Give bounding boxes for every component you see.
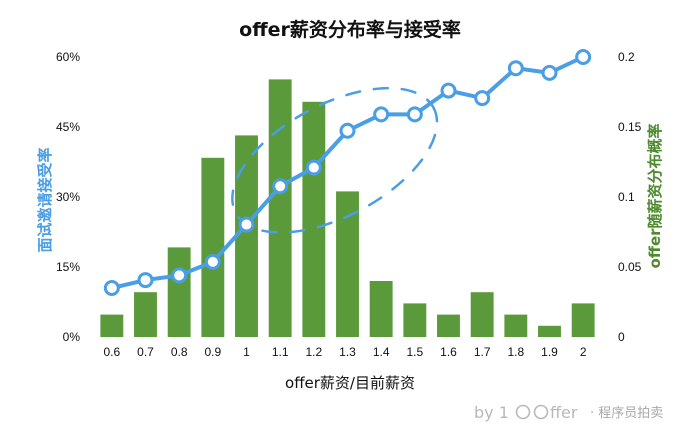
y-left-tick-label: 0% bbox=[63, 330, 81, 344]
line-point-1.3 bbox=[339, 122, 356, 139]
annotation-ellipse bbox=[231, 86, 439, 234]
line-point-1 bbox=[238, 216, 255, 233]
line-point-1.1 bbox=[272, 178, 289, 195]
y-left-tick-label: 30% bbox=[56, 190, 80, 204]
line-point-1.6 bbox=[440, 82, 457, 99]
bar-1.9 bbox=[538, 325, 561, 337]
line-layer bbox=[103, 49, 592, 296]
watermark-ring-1 bbox=[515, 404, 531, 420]
bar-1.1 bbox=[268, 79, 292, 338]
x-tick-label: 1.5 bbox=[406, 345, 423, 359]
x-tick-label: 1 bbox=[243, 345, 250, 359]
x-tick-label: 2 bbox=[580, 345, 587, 359]
y-left-tick-label: 15% bbox=[56, 260, 80, 274]
x-tick-label: 0.9 bbox=[204, 345, 221, 359]
y-right-tick-label: 0.1 bbox=[618, 190, 635, 204]
bar-1.2 bbox=[302, 101, 326, 337]
line-point-1.7 bbox=[474, 90, 491, 107]
watermark-ring-2 bbox=[533, 404, 549, 420]
y-left-tick-label: 60% bbox=[56, 50, 80, 64]
y-left-tick-label: 45% bbox=[56, 120, 80, 134]
watermark-brand: ffer bbox=[550, 403, 578, 422]
bar-0.8 bbox=[167, 247, 191, 337]
line-point-1.9 bbox=[541, 64, 558, 81]
x-tick-label: 1.9 bbox=[541, 345, 558, 359]
y-axis-left-label: 面试邀请接受率 bbox=[36, 147, 54, 252]
x-tick-label: 1.7 bbox=[474, 345, 491, 359]
bar-1.7 bbox=[470, 292, 494, 337]
x-tick-label: 1.6 bbox=[440, 345, 457, 359]
line-point-0.8 bbox=[171, 267, 188, 284]
line-point-1.5 bbox=[406, 106, 423, 123]
annotation-layer bbox=[231, 86, 439, 234]
y-right-tick-label: 0.2 bbox=[618, 50, 635, 64]
line-point-1.8 bbox=[507, 60, 524, 77]
bar-1.6 bbox=[437, 314, 460, 337]
bar-0.7 bbox=[134, 292, 157, 337]
y-right-tick-label: 0.05 bbox=[618, 260, 642, 274]
x-axis-label: offer薪资/目前薪资 bbox=[285, 374, 415, 392]
bar-1 bbox=[235, 135, 258, 337]
y-axis-right-label: offer随薪资分布概率 bbox=[646, 123, 664, 268]
bar-0.9 bbox=[201, 157, 225, 337]
bar-1.8 bbox=[504, 314, 528, 337]
line-point-0.6 bbox=[103, 280, 120, 296]
x-tick-label: 1.4 bbox=[373, 345, 390, 359]
y-right-tick-label: 0.15 bbox=[618, 120, 642, 134]
x-tick-label: 0.7 bbox=[137, 345, 154, 359]
x-tick-label: 0.6 bbox=[103, 345, 120, 359]
bars-layer bbox=[100, 79, 595, 338]
x-tick-label: 1.2 bbox=[305, 345, 322, 359]
bar-1.5 bbox=[403, 303, 427, 337]
bar-1.4 bbox=[369, 281, 393, 337]
y-right-tick-label: 0 bbox=[618, 330, 625, 344]
line-point-1.2 bbox=[305, 159, 322, 176]
watermark-prefix: by 1 bbox=[474, 403, 509, 422]
x-tick-label: 0.8 bbox=[171, 345, 188, 359]
watermark-suffix: · 程序员拍卖 bbox=[590, 406, 663, 421]
x-tick-label: 1.1 bbox=[272, 345, 289, 359]
chart-title: offer薪资分布率与接受率 bbox=[239, 18, 461, 41]
bar-0.6 bbox=[100, 314, 124, 337]
x-tick-label: 1.8 bbox=[507, 345, 524, 359]
bar-1.3 bbox=[336, 191, 359, 337]
watermark: by 1 ffer · 程序员拍卖 bbox=[474, 403, 663, 422]
bar-2 bbox=[571, 303, 595, 337]
line-point-0.7 bbox=[137, 272, 154, 289]
axis-layer: 0.6 0.7 0.8 0.9 1 1.1 1.2 1.3 1.4 1.5 1.6 1.7 1.8 1.9… bbox=[56, 50, 642, 359]
line-point-2 bbox=[575, 49, 592, 65]
line-point-1.4 bbox=[373, 106, 390, 123]
line-point-0.9 bbox=[204, 253, 221, 270]
x-tick-label: 1.3 bbox=[339, 345, 356, 359]
